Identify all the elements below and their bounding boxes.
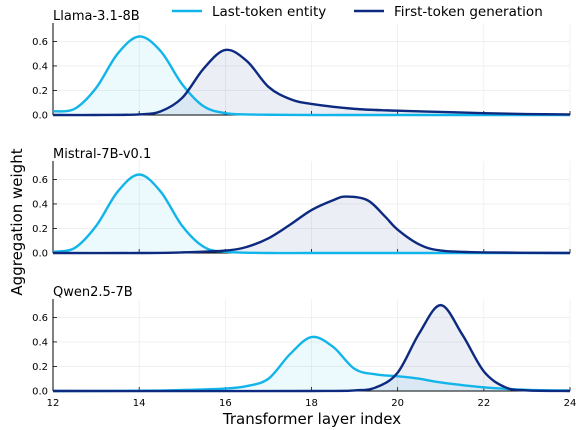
panel: 0.0 0.2 0.4 0.6 Llama-3.1-8B (32, 9, 571, 122)
series-line (52, 195, 571, 255)
y-tick-label: 0.2 (32, 224, 48, 235)
y-tick-label: 0.2 (32, 362, 48, 373)
series-area (53, 174, 570, 254)
series-area (53, 336, 570, 391)
y-tick-label: 0.6 (32, 175, 48, 186)
series-area (53, 305, 570, 392)
y-tick-label: 0.6 (32, 313, 48, 324)
series-line (52, 35, 570, 117)
y-tick-label: 0.6 (32, 37, 48, 48)
x-tick-label: 22 (477, 398, 490, 409)
y-tick-label: 0.4 (32, 337, 48, 348)
series-line (52, 173, 570, 255)
panel-title: Llama-3.1-8B (53, 9, 140, 24)
x-tick-label: 12 (47, 398, 60, 409)
panel: 0.0 0.2 0.4 0.6 Mistral-7B-v0.1 (32, 147, 571, 260)
legend-item: Last-token entity (172, 4, 326, 20)
series-line (52, 303, 571, 393)
y-tick-label: 0.4 (32, 61, 48, 72)
panel: 0.0 0.2 0.4 0.6 Qwen2.5-7B (32, 285, 571, 398)
x-axis-ticks: 12 14 16 18 20 22 24 (47, 398, 576, 409)
series-area (53, 36, 570, 116)
x-tick-label: 16 (219, 398, 232, 409)
series-area (53, 196, 570, 254)
x-axis-label: Transformer layer index (222, 410, 401, 428)
y-tick-label: 0.2 (32, 86, 48, 97)
series-line (52, 335, 571, 393)
x-tick-label: 18 (305, 398, 318, 409)
y-tick-label: 0.0 (32, 387, 48, 398)
panel-title: Qwen2.5-7B (53, 285, 133, 300)
y-tick-label: 0.0 (32, 111, 48, 122)
y-tick-label: 0.4 (32, 199, 48, 210)
y-axis-label: Aggregation weight (8, 148, 26, 295)
x-tick-label: 14 (133, 398, 146, 409)
x-tick-label: 20 (391, 398, 404, 409)
legend-item: First-token generation (354, 4, 543, 20)
x-tick-label: 24 (564, 398, 576, 409)
series-line (52, 48, 571, 117)
legend-label: First-token generation (394, 4, 543, 20)
panel-title: Mistral-7B-v0.1 (53, 147, 151, 162)
legend: Last-token entity First-token generation (172, 4, 543, 20)
legend-label: Last-token entity (212, 4, 326, 20)
y-tick-label: 0.0 (32, 249, 48, 260)
panels: 0.0 0.2 0.4 0.6 Llama-3.1-8B 0.0 0.2 0.4 0.6 Mist… (32, 9, 571, 398)
